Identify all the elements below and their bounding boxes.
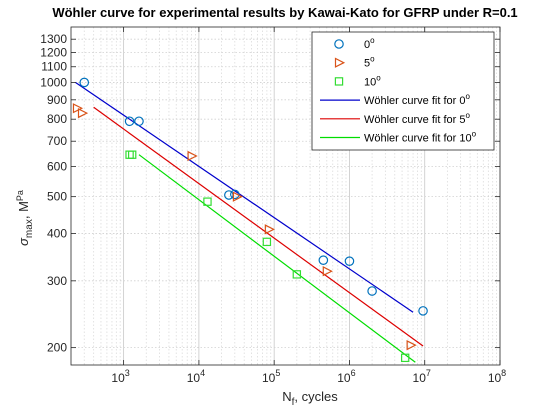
series-1-point xyxy=(232,191,244,202)
legend-label-base: 0 xyxy=(364,39,370,51)
x-tick-base: 10 xyxy=(262,371,276,385)
x-tick-base: 10 xyxy=(413,371,427,385)
y-axis-label-main: σ xyxy=(16,237,31,246)
y-tick-label: 800 xyxy=(47,112,67,126)
x-tick-exponent: 3 xyxy=(125,368,130,378)
x-tick-exponent: 7 xyxy=(426,368,431,378)
x-axis-label-sub: f xyxy=(292,397,295,408)
x-tick-base: 10 xyxy=(187,371,201,385)
y-tick-label: 600 xyxy=(47,160,67,174)
y-tick-label: 1200 xyxy=(40,45,67,59)
fit-line-2 xyxy=(138,154,416,363)
series-0-point xyxy=(367,286,377,296)
x-tick-base: 10 xyxy=(337,371,351,385)
y-tick-label: 1100 xyxy=(41,60,67,74)
legend-label: 10o xyxy=(364,73,381,88)
x-tick-label: 105 xyxy=(262,368,280,385)
y-tick-label: 700 xyxy=(47,134,67,148)
y-axis-label-sup: Pa xyxy=(15,190,25,201)
fit-line-0 xyxy=(75,81,414,313)
y-tick-label: 1300 xyxy=(40,32,67,46)
x-tick-exponent: 8 xyxy=(501,368,506,378)
series-1-point xyxy=(77,107,89,119)
x-axis-label-rest: , cycles xyxy=(294,389,338,404)
series-0-point xyxy=(344,256,355,266)
series-2-point xyxy=(292,270,302,279)
y-tick-label: 900 xyxy=(47,93,67,107)
legend-label: 5o xyxy=(364,55,375,70)
y-axis-label-sub: max xyxy=(24,219,35,238)
y-axis-label: σmax, MPa xyxy=(15,190,35,246)
legend-label-base: Wöhler curve fit for 10 xyxy=(364,133,472,145)
y-tick-label: 500 xyxy=(47,190,67,204)
x-tick-label: 107 xyxy=(413,368,431,385)
legend-label: 0o xyxy=(364,36,375,51)
x-tick-label: 108 xyxy=(488,368,506,385)
legend-label-degree: o xyxy=(370,36,375,45)
y-tick-label: 400 xyxy=(47,226,67,240)
x-tick-label: 106 xyxy=(337,368,355,385)
plot-area: 103 104 105 106 107 1082003004005006007008009… xyxy=(40,26,506,385)
legend-marker-1 xyxy=(334,57,346,68)
x-tick-base: 10 xyxy=(488,371,502,385)
series-2-point xyxy=(262,237,272,247)
legend-label: Wöhler curve fit for 0o xyxy=(364,92,470,107)
y-axis-label-rest: , M xyxy=(16,201,31,219)
series-0-point xyxy=(134,116,144,127)
x-axis-label-main: N xyxy=(282,389,291,404)
legend-label: Wöhler curve fit for 5o xyxy=(364,111,470,126)
legend-box xyxy=(311,31,495,151)
series-1-point xyxy=(264,224,275,235)
fit-line-1 xyxy=(93,106,424,347)
x-tick-label: 104 xyxy=(187,368,205,385)
plot-frame xyxy=(70,26,501,366)
y-tick-label: 300 xyxy=(47,274,67,288)
legend-label-base: Wöhler curve fit for 0 xyxy=(364,95,465,107)
chart-title: Wöhler curve for experimental results by… xyxy=(52,5,517,20)
legend-label-degree: o xyxy=(370,55,375,64)
legend-label-base: 5 xyxy=(364,58,370,70)
x-tick-label: 103 xyxy=(111,368,129,385)
y-tick-label: 200 xyxy=(47,341,67,355)
data-points xyxy=(72,77,428,363)
y-tick-label: 1000 xyxy=(40,75,67,89)
x-axis-label: Nf, cycles xyxy=(282,389,338,408)
legend-label-degree: o xyxy=(376,73,381,82)
legend-label-degree: o xyxy=(472,130,477,139)
series-2-point xyxy=(400,353,410,363)
series-0-point xyxy=(418,306,428,316)
series-0-point xyxy=(318,255,329,266)
legend-label: Wöhler curve fit for 10o xyxy=(364,130,477,145)
series-1-point xyxy=(72,103,84,114)
series-1-point xyxy=(187,150,198,162)
series-0-point xyxy=(124,116,135,127)
series-2-point xyxy=(203,197,212,206)
legend-label-base: 10 xyxy=(364,76,376,88)
x-tick-base: 10 xyxy=(111,371,125,385)
series-0-point xyxy=(79,77,90,88)
legend-label-degree: o xyxy=(465,111,470,120)
ticks: 103 104 105 106 107 1082003004005006007008009… xyxy=(40,27,506,385)
x-tick-exponent: 5 xyxy=(275,368,280,378)
fit-lines xyxy=(75,81,424,363)
series-0-point xyxy=(230,189,240,200)
legend-marker-2 xyxy=(334,77,344,86)
legend-label-degree: o xyxy=(465,92,470,101)
legend-label-base: Wöhler curve fit for 5 xyxy=(364,114,465,126)
series-1-point xyxy=(406,340,417,351)
series-2-point xyxy=(127,150,137,159)
legend-marker-0 xyxy=(334,39,344,49)
x-tick-exponent: 6 xyxy=(351,368,356,378)
x-tick-exponent: 4 xyxy=(200,368,205,378)
series-1-point xyxy=(322,266,333,277)
